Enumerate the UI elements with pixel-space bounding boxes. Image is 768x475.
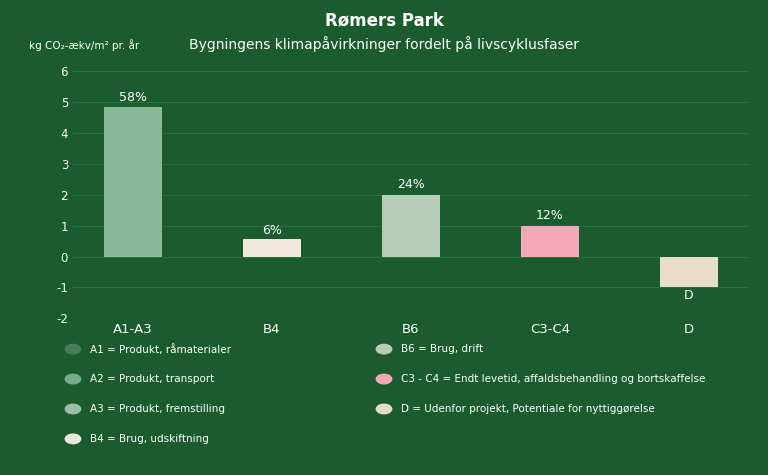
Text: B4 = Brug, udskiftning: B4 = Brug, udskiftning xyxy=(90,434,209,444)
Text: Bygningens klimapåvirkninger fordelt på livscyklusfaser: Bygningens klimapåvirkninger fordelt på … xyxy=(189,36,579,52)
Text: A3 = Produkt, fremstilling: A3 = Produkt, fremstilling xyxy=(90,404,225,414)
Text: 12%: 12% xyxy=(536,209,564,222)
Text: A2 = Produkt, transport: A2 = Produkt, transport xyxy=(90,374,214,384)
Bar xyxy=(660,256,718,287)
Bar xyxy=(104,107,162,257)
Text: B6 = Brug, drift: B6 = Brug, drift xyxy=(401,344,483,354)
Bar xyxy=(243,238,301,256)
Text: Rømers Park: Rømers Park xyxy=(325,12,443,30)
Text: D: D xyxy=(684,289,694,302)
Text: 24%: 24% xyxy=(397,178,425,191)
Text: kg CO₂-ækv/m² pr. år: kg CO₂-ækv/m² pr. år xyxy=(29,39,139,51)
Text: D = Udenfor projekt, Potentiale for nyttiggørelse: D = Udenfor projekt, Potentiale for nytt… xyxy=(401,404,654,414)
Text: C3 - C4 = Endt levetid, affaldsbehandling og bortskaffelse: C3 - C4 = Endt levetid, affaldsbehandlin… xyxy=(401,374,705,384)
Text: A1 = Produkt, råmaterialer: A1 = Produkt, råmaterialer xyxy=(90,344,231,354)
Text: 6%: 6% xyxy=(262,224,282,237)
Text: 58%: 58% xyxy=(119,91,147,104)
Bar xyxy=(521,226,579,256)
Bar xyxy=(382,195,440,256)
